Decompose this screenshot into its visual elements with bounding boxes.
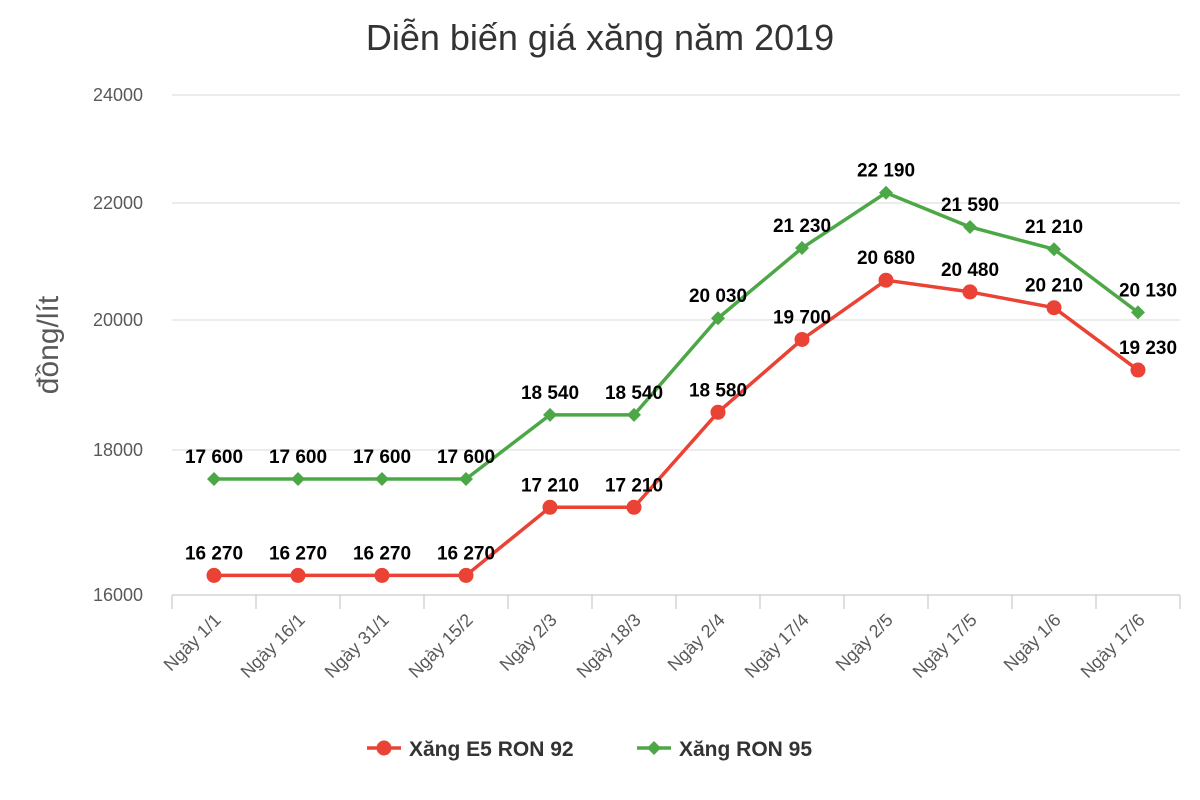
data-label: 18 540	[605, 383, 663, 404]
data-label: 20 130	[1119, 280, 1177, 301]
data-point	[543, 407, 557, 422]
data-point	[962, 284, 978, 300]
x-tick-label: Ngày 1/6	[1000, 610, 1065, 675]
data-label: 21 210	[1025, 217, 1083, 238]
y-tick-label: 16000	[93, 585, 143, 605]
data-label: 20 680	[857, 248, 915, 269]
x-tick-label: Ngày 15/2	[405, 610, 477, 682]
data-point	[626, 499, 642, 515]
data-label: 19 230	[1119, 338, 1177, 359]
data-labels: 16 270 16 270 16 270 16 270 17 210 17 210 18 5…	[185, 161, 1177, 565]
data-point	[375, 472, 389, 486]
data-point	[459, 472, 473, 486]
y-tick-label: 24000	[93, 85, 143, 105]
data-point	[1131, 305, 1145, 320]
x-tick-label: Ngày 17/4	[741, 610, 813, 682]
y-tick-label: 20000	[93, 310, 143, 330]
data-label: 20 480	[941, 260, 999, 281]
x-tick-label: Ngày 17/6	[1077, 610, 1149, 682]
data-label: 16 270	[269, 543, 327, 564]
chart-title: Diễn biến giá xăng năm 2019	[366, 17, 834, 58]
y-axis-ticks: 16000 18000 20000 22000 24000	[93, 85, 143, 605]
data-label: 16 270	[185, 543, 243, 564]
data-point	[710, 404, 726, 420]
y-tick-label: 18000	[93, 440, 143, 460]
legend-label: Xăng E5 RON 92	[409, 738, 574, 761]
data-point	[206, 567, 222, 583]
data-point	[795, 241, 809, 256]
data-label: 17 600	[353, 447, 411, 468]
data-point	[374, 567, 390, 583]
data-point	[542, 499, 558, 515]
data-point	[627, 407, 641, 422]
data-point	[1047, 242, 1061, 257]
data-label: 16 270	[437, 543, 495, 564]
data-point	[458, 567, 474, 583]
data-point	[1046, 300, 1062, 316]
data-label: 17 210	[521, 475, 579, 496]
gridlines	[172, 94, 1180, 451]
data-label: 17 600	[185, 447, 243, 468]
data-label: 17 600	[269, 447, 327, 468]
x-tick-label: Ngày 1/1	[160, 610, 225, 675]
data-point	[1130, 362, 1146, 378]
data-label: 18 580	[689, 380, 747, 401]
data-label: 22 190	[857, 161, 915, 182]
data-point	[290, 567, 306, 583]
data-label: 18 540	[521, 383, 579, 404]
legend-label: Xăng RON 95	[679, 738, 812, 761]
data-point	[879, 185, 893, 200]
x-tick-label: Ngày 31/1	[321, 610, 393, 682]
data-point	[711, 311, 725, 326]
legend-marker	[376, 740, 392, 756]
x-tick-label: Ngày 2/3	[496, 610, 561, 675]
legend-marker	[647, 741, 661, 755]
data-point	[794, 332, 810, 347]
data-point	[207, 472, 221, 486]
x-tick-label: Ngày 17/5	[909, 610, 981, 682]
data-label: 21 590	[941, 195, 999, 216]
x-axis: Ngày 1/1 Ngày 16/1 Ngày 31/1 Ngày 15/2 Ngày …	[160, 594, 1181, 682]
x-tick-label: Ngày 2/5	[832, 610, 897, 675]
series-lines	[206, 185, 1146, 583]
legend: Xăng E5 RON 92 Xăng RON 95	[367, 738, 812, 761]
x-tick-label: Ngày 16/1	[237, 610, 309, 682]
y-tick-label: 22000	[93, 193, 143, 213]
data-label: 16 270	[353, 543, 411, 564]
data-point	[963, 219, 977, 234]
x-tick-label: Ngày 2/4	[664, 610, 729, 675]
data-point	[291, 472, 305, 486]
series-line	[214, 278, 1140, 578]
data-label: 21 230	[773, 216, 831, 237]
data-label: 17 210	[605, 475, 663, 496]
data-label: 17 600	[437, 447, 495, 468]
data-label: 20 030	[689, 286, 747, 307]
x-tick-label: Ngày 18/3	[573, 610, 645, 682]
series-line	[214, 190, 1140, 481]
data-label: 19 700	[773, 308, 831, 329]
y-axis-label: đồng/lít	[32, 295, 65, 394]
data-label: 20 210	[1025, 276, 1083, 297]
data-point	[878, 272, 894, 288]
